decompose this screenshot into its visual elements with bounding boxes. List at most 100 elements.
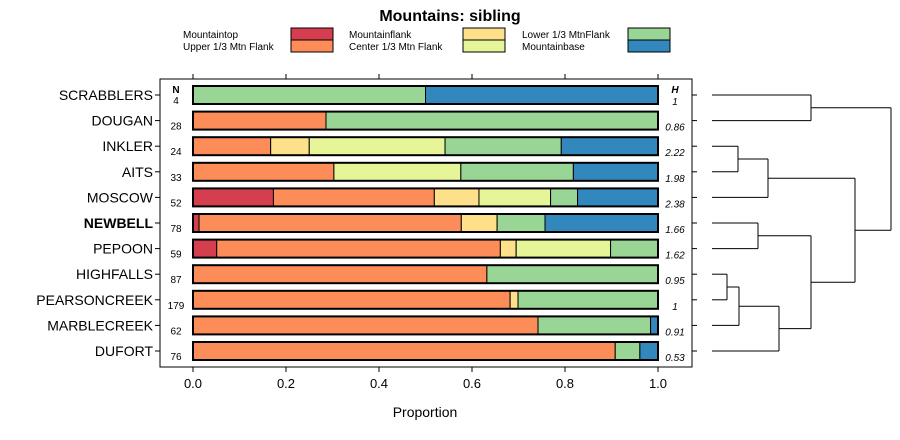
bar-segment-dufort-1 — [192, 341, 616, 361]
row-label-marblecreek: MARBLECREEK — [47, 317, 153, 333]
row-label-dougan: DOUGAN — [92, 113, 153, 129]
bar-segment-dufort-5 — [639, 341, 659, 361]
row-n-inkler: 24 — [170, 147, 182, 158]
row-n-pearsoncreek: 179 — [168, 301, 185, 312]
plot-area: 0.0 0.2 0.4 0.6 0.8 1.0 N H SCRABBLERS 4 1 DOUGAN 28… — [36, 74, 697, 391]
bar-segment-inkler-2 — [270, 136, 310, 156]
row-h-marblecreek: 0.91 — [665, 327, 684, 338]
bar-outline-inkler — [192, 136, 659, 157]
chart-title: Mountains: sibling — [379, 8, 520, 25]
row-n-scrabblers: 4 — [173, 96, 179, 107]
bar-segment-pepoon-0 — [192, 239, 218, 259]
row-label-dufort: DUFORT — [95, 343, 154, 359]
bar-segment-aits-1 — [192, 162, 335, 182]
bar-segment-pearsoncreek-4 — [517, 290, 659, 310]
row-label-inkler: INKLER — [102, 138, 153, 154]
bar-segment-highfalls-1 — [192, 264, 488, 284]
row-h-dougan: 0.86 — [665, 123, 685, 134]
bar-segment-newbell-4 — [496, 213, 546, 233]
row-label-scrabblers: SCRABBLERS — [59, 87, 153, 103]
bar-segment-marblecreek-1 — [192, 315, 539, 335]
bar-segment-inkler-3 — [308, 136, 446, 156]
bar-outline-marblecreek — [192, 315, 659, 336]
x-tick-label: 0.8 — [556, 376, 574, 391]
bar-segment-pepoon-2 — [499, 239, 517, 259]
row-h-moscow: 2.38 — [664, 199, 685, 210]
bar-outline-dufort — [192, 341, 659, 361]
bar-outline-aits — [192, 161, 659, 182]
row-h-pepoon: 1.62 — [665, 251, 685, 262]
row-h-inkler: 2.22 — [664, 148, 685, 159]
legend-label-mountainbase: Mountainbase — [522, 42, 585, 53]
row-n-pepoon: 59 — [170, 250, 182, 261]
row-h-aits: 1.98 — [665, 174, 685, 185]
bar-outline-newbell — [192, 213, 659, 233]
x-tick-label: 0.2 — [277, 376, 295, 391]
bar-segment-highfalls-4 — [486, 264, 659, 284]
x-tick-label: 1.0 — [649, 376, 667, 391]
row-n-aits: 33 — [170, 173, 182, 184]
legend-label-upper-1-3-mtn-flank: Upper 1/3 Mtn Flank — [183, 42, 275, 53]
legend-swatch-center-1-3-mtn-flank — [462, 39, 506, 53]
bar-segment-pearsoncreek-1 — [192, 290, 511, 310]
legend-label-mountaintop: Mountaintop — [183, 30, 238, 41]
bar-segment-scrabblers-5 — [425, 85, 659, 105]
bar-segment-moscow-3 — [478, 187, 552, 207]
row-n-moscow: 52 — [170, 198, 182, 209]
bar-outline-pepoon — [192, 238, 659, 259]
bar-outline-scrabblers — [192, 85, 659, 105]
row-label-pearsoncreek: PEARSONCREEK — [36, 292, 153, 308]
bar-segment-dufort-4 — [614, 341, 641, 361]
n-column-header: N — [172, 85, 179, 96]
legend-swatch-mountaintop — [290, 27, 334, 41]
h-column-header: H — [671, 85, 679, 96]
x-axis-label: Proportion — [393, 404, 458, 420]
bar-segment-moscow-4 — [550, 187, 579, 207]
bar-segment-moscow-0 — [192, 187, 274, 207]
bar-segment-newbell-1 — [198, 213, 462, 233]
legend-swatch-upper-1-3-mtn-flank — [290, 39, 334, 53]
row-label-aits: AITS — [122, 164, 153, 180]
bar-segment-marblecreek-5 — [650, 315, 659, 335]
legend-swatch-mountainbase — [627, 39, 671, 53]
row-n-highfalls: 87 — [170, 275, 182, 286]
x-tick-label: 0.6 — [463, 376, 481, 391]
bar-segment-moscow-5 — [577, 187, 659, 207]
bar-outline-dougan — [192, 110, 659, 131]
bar-segment-aits-3 — [333, 162, 462, 182]
bar-segment-aits-4 — [460, 162, 574, 182]
bar-segment-newbell-5 — [544, 213, 659, 233]
bar-segment-pepoon-1 — [216, 239, 501, 259]
x-tick-label: 0.0 — [184, 376, 202, 391]
bar-segment-inkler-4 — [444, 136, 562, 156]
row-n-dougan: 28 — [170, 122, 182, 133]
legend-label-lower-1-3-mtnflank: Lower 1/3 MtnFlank — [522, 30, 611, 41]
bar-outline-moscow — [192, 187, 659, 208]
bar-outline-highfalls — [192, 264, 659, 285]
row-h-highfalls: 0.95 — [665, 276, 685, 287]
bar-segment-pearsoncreek-2 — [509, 290, 519, 310]
row-h-dufort: 0.53 — [665, 353, 685, 364]
bar-segment-scrabblers-4 — [192, 85, 426, 105]
bar-segment-moscow-2 — [433, 187, 480, 207]
legend-label-center-1-3-mtn-flank: Center 1/3 Mtn Flank — [349, 42, 443, 53]
row-label-moscow: MOSCOW — [87, 189, 154, 205]
bar-segment-pepoon-4 — [610, 239, 659, 259]
row-n-dufort: 76 — [170, 352, 182, 363]
legend-swatch-lower-1-3-mtnflank — [627, 27, 671, 41]
row-h-newbell: 1.66 — [665, 225, 685, 236]
bar-segment-inkler-1 — [192, 136, 272, 156]
bar-segment-dougan-4 — [325, 111, 659, 131]
legend-label-mountainflank: Mountainflank — [349, 30, 412, 41]
bar-segment-pepoon-3 — [515, 239, 612, 259]
row-h-pearsoncreek: 1 — [672, 302, 678, 313]
row-n-newbell: 78 — [170, 224, 182, 235]
row-label-pepoon: PEPOON — [93, 241, 153, 257]
bar-segment-newbell-2 — [460, 213, 498, 233]
bar-segment-dougan-1 — [192, 111, 327, 131]
row-n-marblecreek: 62 — [170, 326, 182, 337]
bar-segment-inkler-5 — [560, 136, 659, 156]
